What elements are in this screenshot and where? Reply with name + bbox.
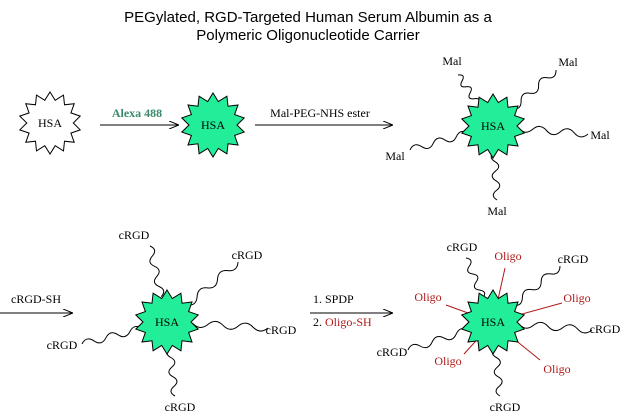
hsa-star xyxy=(460,289,526,355)
arrow-label: Mal-PEG-NHS ester xyxy=(270,106,370,120)
arm-label: cRGD xyxy=(232,248,263,262)
arm-label: Mal xyxy=(558,55,578,69)
chain xyxy=(457,74,480,105)
arm-label: cRGD xyxy=(558,252,589,266)
oligo-label: Oligo xyxy=(494,249,521,263)
arm-label: Mal xyxy=(385,149,405,163)
oligo-label: Oligo xyxy=(414,290,441,304)
hsa-label: HSA xyxy=(155,315,179,329)
arrow-label: cRGD-SH xyxy=(11,292,61,306)
chain xyxy=(491,347,503,397)
chain xyxy=(192,320,269,332)
hsa-star xyxy=(18,91,82,155)
hsa-star xyxy=(460,93,526,159)
chain xyxy=(407,328,469,351)
arm-label: cRGD xyxy=(490,400,521,414)
chain xyxy=(490,151,501,201)
hsa-label: HSA xyxy=(481,119,505,133)
arm-label: Mal xyxy=(487,204,507,218)
oligo-label: Oligo xyxy=(543,362,570,376)
arm-label: cRGD xyxy=(165,400,196,414)
hsa-label: HSA xyxy=(38,116,62,130)
hsa-star xyxy=(180,92,246,158)
chain xyxy=(465,257,486,299)
arrow-label: 1. SPDP xyxy=(313,292,354,306)
arm-label: Mal xyxy=(442,54,462,68)
oligo-label: Oligo xyxy=(563,291,590,305)
arm-label: cRGD xyxy=(377,345,408,359)
molecules: HSA HSA Mal Mal Mal Mal Mal HSA cRGD cRGD cRGD cRGD… xyxy=(18,54,621,414)
chain xyxy=(512,265,561,307)
title: Polymeric Oligonucleotide Carrier xyxy=(196,27,419,44)
arrow-label: Alexa 488 xyxy=(112,106,162,120)
hsa-label: HSA xyxy=(481,315,505,329)
title: PEGylated, RGD-Targeted Human Serum Albu… xyxy=(124,9,492,26)
arm-label: cRGD xyxy=(266,323,297,337)
arm-label: cRGD xyxy=(47,338,78,352)
chain xyxy=(512,69,557,110)
chain xyxy=(81,326,143,345)
arm-label: cRGD xyxy=(590,322,621,336)
chain xyxy=(518,321,593,334)
arm-label: Mal xyxy=(590,128,610,142)
arm-label: cRGD xyxy=(119,228,150,242)
arm-label: cRGD xyxy=(447,240,478,254)
hsa-label: HSA xyxy=(201,118,225,132)
chain xyxy=(518,125,589,138)
arrow-label: 2. Oligo-SH xyxy=(313,315,372,329)
hsa-star xyxy=(134,289,200,355)
chain xyxy=(409,130,469,151)
chain xyxy=(166,347,178,397)
chain xyxy=(149,245,165,297)
chain xyxy=(186,261,239,306)
oligo-label: Oligo xyxy=(434,354,461,368)
